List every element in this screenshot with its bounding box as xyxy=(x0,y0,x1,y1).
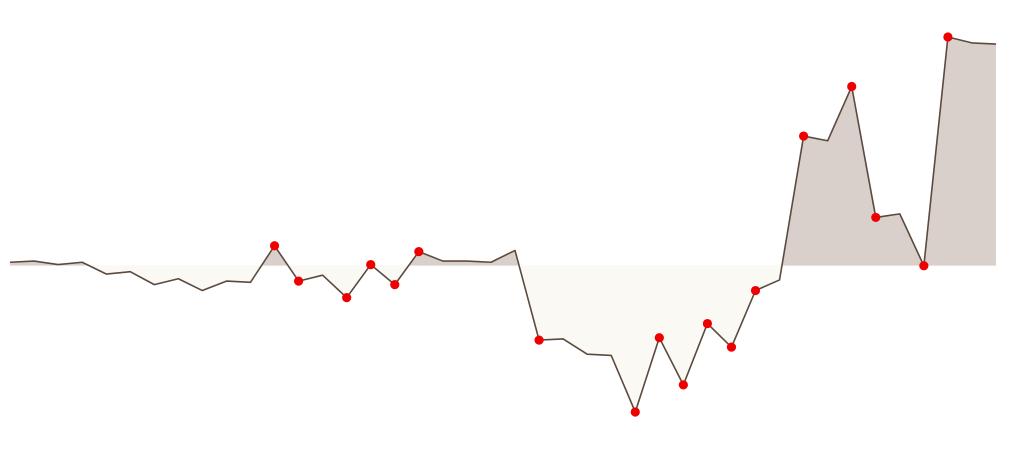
data-point-28[interactable] xyxy=(678,380,688,390)
data-point-30[interactable] xyxy=(726,342,737,352)
data-point-36[interactable] xyxy=(871,212,881,223)
data-point-31[interactable] xyxy=(750,285,761,296)
data-point-35[interactable] xyxy=(847,81,857,92)
data-point-39[interactable] xyxy=(943,32,953,42)
data-point-27[interactable] xyxy=(654,333,664,343)
series-line xyxy=(9,36,997,413)
data-point-14[interactable] xyxy=(342,293,352,303)
data-point-16[interactable] xyxy=(390,280,400,290)
data-point-17[interactable] xyxy=(414,247,424,257)
data-point-26[interactable] xyxy=(630,407,640,417)
data-point-22[interactable] xyxy=(534,335,544,345)
data-point-11[interactable] xyxy=(269,241,280,251)
data-point-15[interactable] xyxy=(366,259,376,270)
data-point-29[interactable] xyxy=(702,318,713,329)
data-point-38[interactable] xyxy=(919,261,929,271)
data-point-33[interactable] xyxy=(799,131,809,141)
negative-area xyxy=(10,265,996,412)
data-point-12[interactable] xyxy=(293,276,304,286)
positive-area xyxy=(10,37,996,266)
